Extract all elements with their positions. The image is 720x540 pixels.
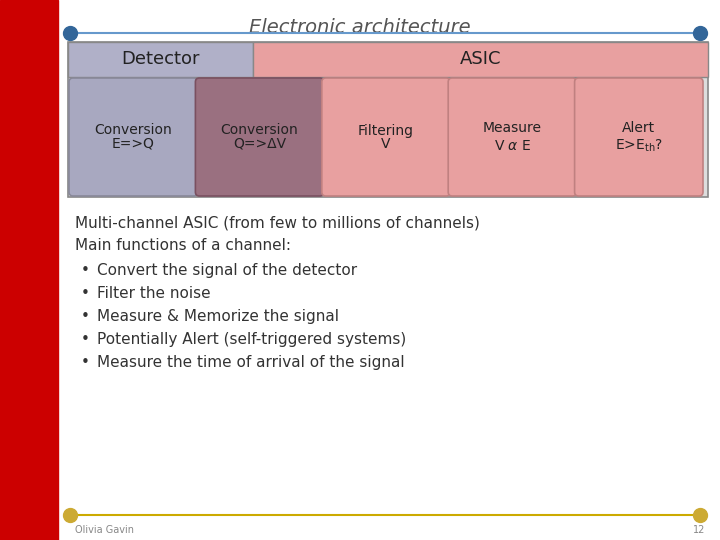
FancyBboxPatch shape xyxy=(448,78,577,196)
Text: Q=>ΔV: Q=>ΔV xyxy=(233,137,286,151)
FancyBboxPatch shape xyxy=(575,78,703,196)
Text: Main functions of a channel:: Main functions of a channel: xyxy=(75,238,291,253)
Text: Potentially Alert (self-triggered systems): Potentially Alert (self-triggered system… xyxy=(97,332,406,347)
Text: Measure: Measure xyxy=(483,121,542,135)
Text: E>E$_{\mathregular{th}}$?: E>E$_{\mathregular{th}}$? xyxy=(615,138,663,154)
Text: V: V xyxy=(382,137,391,151)
Text: Measure the time of arrival of the signal: Measure the time of arrival of the signa… xyxy=(97,355,405,370)
Bar xyxy=(68,42,708,197)
Text: •: • xyxy=(81,309,89,324)
Text: ASIC: ASIC xyxy=(460,51,501,69)
Text: Filter the noise: Filter the noise xyxy=(97,286,211,301)
Text: •: • xyxy=(81,332,89,347)
Text: Convert the signal of the detector: Convert the signal of the detector xyxy=(97,263,357,278)
Text: •: • xyxy=(81,355,89,370)
Text: Electronic architecture: Electronic architecture xyxy=(249,18,471,37)
Text: Filtering: Filtering xyxy=(358,124,414,138)
FancyBboxPatch shape xyxy=(195,78,324,196)
Text: •: • xyxy=(81,286,89,301)
Text: 12: 12 xyxy=(693,525,705,535)
Bar xyxy=(68,42,253,77)
Text: •: • xyxy=(81,263,89,278)
Text: Multi-channel ASIC (from few to millions of channels): Multi-channel ASIC (from few to millions… xyxy=(75,215,480,230)
Text: E=>Q: E=>Q xyxy=(112,137,155,151)
Text: Conversion: Conversion xyxy=(94,124,172,138)
Text: Alert: Alert xyxy=(622,121,655,135)
Text: Measure & Memorize the signal: Measure & Memorize the signal xyxy=(97,309,339,324)
FancyBboxPatch shape xyxy=(69,78,197,196)
Text: Conversion: Conversion xyxy=(221,124,299,138)
Text: Olivia Gavin: Olivia Gavin xyxy=(75,525,134,535)
Text: Detector: Detector xyxy=(121,51,199,69)
Bar xyxy=(253,42,708,77)
Text: V $\alpha$ E: V $\alpha$ E xyxy=(494,139,531,153)
Bar xyxy=(0,0,58,540)
FancyBboxPatch shape xyxy=(322,78,450,196)
